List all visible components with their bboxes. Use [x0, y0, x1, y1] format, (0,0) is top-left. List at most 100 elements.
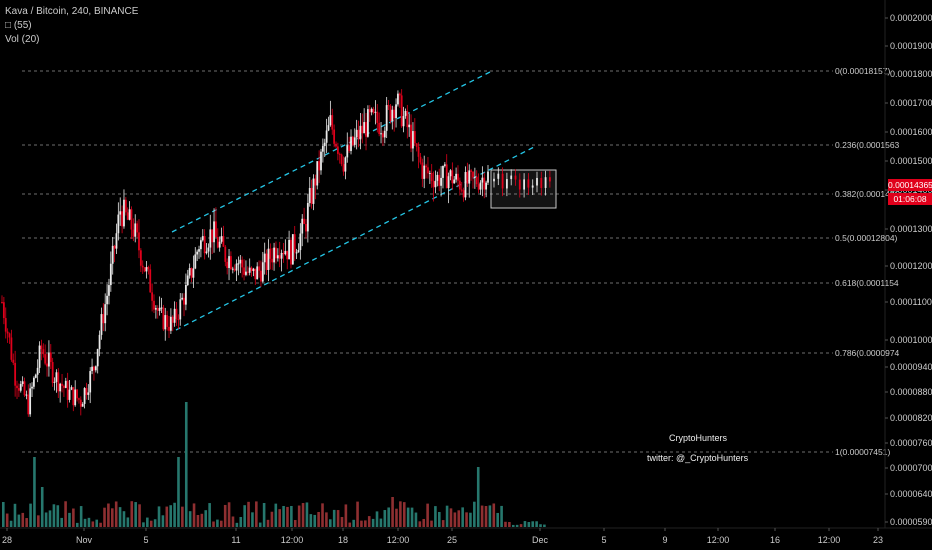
candle-body — [237, 263, 240, 265]
parallel-channel[interactable] — [171, 71, 537, 331]
candle-body — [432, 181, 435, 188]
candle-body — [29, 388, 32, 415]
volume-bar — [340, 517, 344, 527]
volume-bar — [496, 512, 499, 527]
candle-body — [481, 177, 484, 183]
indicator-label[interactable]: □ (55) — [5, 20, 32, 31]
candle-body — [23, 381, 26, 396]
candle-body — [340, 154, 343, 165]
candle-body — [293, 234, 296, 253]
fib-level-label: 0(0.00018157) — [835, 66, 890, 76]
candle-body — [355, 129, 358, 138]
volume-bar — [212, 521, 215, 527]
candle-body — [203, 236, 206, 254]
candle-body — [96, 349, 99, 367]
candle-body — [78, 398, 80, 400]
candle-body — [436, 174, 439, 181]
fibonacci-retracement[interactable]: 0(0.00018157) 0.236(0.0001563 0.382(0.0001… — [22, 66, 900, 457]
volume-bar — [216, 519, 219, 527]
candle-body — [357, 129, 360, 140]
candle-body — [70, 387, 73, 390]
candle-body — [290, 239, 292, 265]
candle-body — [245, 271, 247, 275]
volume-bar — [379, 518, 383, 527]
candle-body — [483, 177, 486, 190]
volume-bars — [2, 402, 546, 527]
candle-body — [335, 143, 337, 147]
candle-body — [209, 229, 212, 248]
candle-body — [325, 130, 328, 143]
candle-body — [154, 308, 157, 310]
volume-bar — [196, 514, 200, 527]
candle-body — [276, 255, 279, 259]
candle-body — [130, 209, 133, 230]
candle-body — [250, 267, 253, 272]
candle-body — [299, 233, 302, 251]
candle-body — [501, 173, 504, 189]
candle-body — [391, 109, 394, 122]
candle-body — [34, 374, 37, 378]
candlesticks — [1, 89, 489, 417]
volume-bar — [325, 512, 328, 527]
symbol-title[interactable]: Kava / Bitcoin, 240, BINANCE — [5, 6, 139, 17]
candle-body — [53, 381, 56, 383]
candle-body — [79, 399, 82, 407]
current-price-badge: 0.00014365 — [888, 179, 932, 191]
volume-label[interactable]: Vol (20) — [5, 34, 40, 45]
volume-bar — [235, 522, 239, 527]
volume-bar — [480, 505, 484, 527]
time-axis[interactable]: 28 Nov 5 11 12:00 18 12:00 25 Dec 5 9 12:00 16 12:00 2… — [0, 527, 932, 545]
candle-body — [497, 173, 500, 179]
volume-bar — [255, 501, 258, 527]
candle-body — [136, 223, 139, 233]
volume-bar — [204, 510, 208, 527]
volume-bar — [375, 511, 379, 527]
candle-body — [248, 267, 251, 273]
candle-body — [17, 388, 20, 391]
channel-lower-line[interactable] — [175, 145, 537, 331]
candle-body — [393, 109, 396, 119]
candle-body — [113, 245, 116, 249]
volume-bar — [406, 507, 410, 527]
candle-body — [222, 236, 225, 247]
volume-bar — [336, 510, 340, 527]
time-tick-label: 12:00 — [707, 535, 730, 545]
candle-body — [473, 176, 476, 178]
candle-body — [14, 362, 17, 386]
candle-body — [510, 175, 513, 180]
candle-body — [376, 111, 379, 123]
candle-body — [380, 133, 382, 135]
candle-body — [342, 164, 345, 172]
volume-bar — [262, 502, 266, 527]
candle-body — [291, 234, 294, 265]
volume-bar — [270, 511, 274, 527]
volume-bar — [438, 512, 441, 527]
channel-upper-line[interactable] — [171, 71, 491, 233]
volume-bar — [243, 505, 246, 527]
candle-body — [239, 259, 242, 264]
candle-body — [44, 354, 47, 364]
candle-body — [61, 383, 63, 386]
candle-body — [267, 248, 270, 270]
volume-bar — [360, 520, 363, 527]
candle-body — [363, 122, 366, 134]
time-tick-label: 25 — [447, 535, 457, 545]
candle-body — [387, 105, 390, 107]
time-tick-label: Dec — [532, 535, 549, 545]
candle-body — [295, 252, 298, 254]
candle-body — [89, 371, 92, 393]
chart-legend[interactable]: Kava / Bitcoin, 240, BINANCE □ (55) Vol … — [5, 5, 138, 47]
candle-body — [48, 352, 50, 367]
volume-bar — [301, 503, 305, 527]
candle-body — [378, 122, 381, 134]
candle-body — [365, 122, 367, 137]
candle-body — [55, 372, 58, 382]
volume-bar — [138, 504, 141, 527]
volume-bar — [523, 521, 527, 527]
candle-body — [87, 392, 90, 395]
